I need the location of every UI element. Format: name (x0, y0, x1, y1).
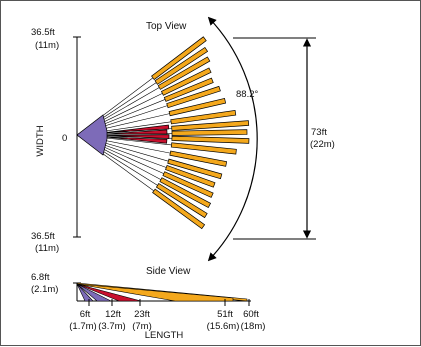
beam-outer-18 (155, 183, 208, 219)
beam-outer-2 (154, 46, 209, 85)
beam-outer-12 (170, 142, 237, 155)
dist-6ft: 6ft (80, 309, 91, 320)
dist-12ft-m: (3.7m) (98, 321, 125, 332)
width-bottom-m: (11m) (35, 243, 59, 254)
side-view: Side View 6.8ft (2.1m) 6ft (1.7m) 12ft (… (31, 266, 265, 341)
beam-outer-6 (166, 85, 221, 109)
dist-60ft: 60ft (243, 309, 259, 320)
width-bottom-ft: 36.5ft (31, 231, 55, 242)
span-label-backdrop (308, 123, 338, 153)
dist-51ft-m: (15.6m) (207, 321, 240, 332)
length-axis-label: LENGTH (145, 330, 184, 341)
dist-23ft-m: (7m) (132, 321, 152, 332)
side-view-title: Side View (146, 266, 191, 277)
mid-zone-beam-3 (106, 134, 170, 139)
side-beam-mid (76, 283, 142, 302)
dist-23ft: 23ft (134, 309, 150, 320)
beam-outer-3 (157, 56, 211, 90)
mid-zone-beam-1 (106, 124, 170, 133)
beam-outer-10 (171, 129, 248, 136)
mid-zone-beam-4 (106, 136, 168, 144)
origin-label: 0 (62, 133, 67, 144)
top-view: Top View 36.5ft (11m) 36.5ft (11m) 0 WID… (31, 16, 338, 262)
width-top-m: (11m) (35, 40, 59, 51)
dist-6ft-m: (1.7m) (69, 321, 96, 332)
beam-outer-1 (151, 36, 207, 81)
angle-arc (207, 16, 258, 262)
width-top-ft: 36.5ft (31, 27, 55, 38)
side-beam-far (76, 283, 234, 302)
near-zone-wedge (76, 114, 108, 156)
span-ft: 73ft (311, 127, 327, 138)
height-ft: 6.8ft (31, 272, 50, 283)
dist-51ft: 51ft (217, 309, 233, 320)
top-view-title: Top View (146, 21, 187, 32)
beam-outer-19 (152, 188, 206, 230)
detection-fan (76, 36, 250, 230)
beam-outer-11 (171, 135, 250, 144)
angle-label: 88.2° (236, 89, 258, 100)
side-beam-near (76, 283, 112, 302)
span-m: (22m) (310, 139, 335, 150)
height-m: (2.1m) (31, 284, 58, 295)
mid-zone-beam-2 (106, 129, 168, 135)
width-axis-label: WIDTH (35, 125, 46, 156)
dist-60ft-m: (18m) (241, 321, 266, 332)
dist-12ft: 12ft (105, 309, 121, 320)
